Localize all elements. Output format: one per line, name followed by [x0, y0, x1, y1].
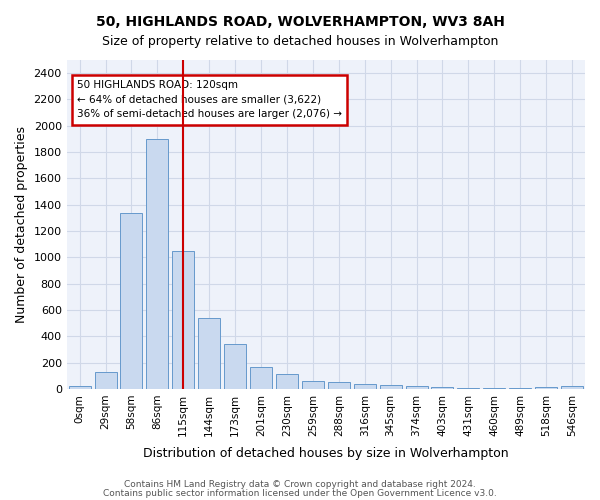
Bar [353, 384, 376, 389]
Bar [431, 387, 454, 389]
Bar [509, 388, 531, 389]
Bar [172, 252, 194, 389]
Bar [328, 382, 350, 389]
Bar [535, 387, 557, 389]
Bar [483, 388, 505, 389]
Bar [121, 212, 142, 389]
Bar [250, 366, 272, 389]
Bar [561, 386, 583, 389]
Text: Contains HM Land Registry data © Crown copyright and database right 2024.: Contains HM Land Registry data © Crown c… [124, 480, 476, 489]
Bar [380, 385, 401, 389]
Bar [95, 372, 116, 389]
Text: Contains public sector information licensed under the Open Government Licence v3: Contains public sector information licen… [103, 488, 497, 498]
X-axis label: Distribution of detached houses by size in Wolverhampton: Distribution of detached houses by size … [143, 447, 509, 460]
Text: Size of property relative to detached houses in Wolverhampton: Size of property relative to detached ho… [102, 35, 498, 48]
Bar [68, 386, 91, 389]
Text: 50, HIGHLANDS ROAD, WOLVERHAMPTON, WV3 8AH: 50, HIGHLANDS ROAD, WOLVERHAMPTON, WV3 8… [95, 15, 505, 29]
Bar [146, 139, 169, 389]
Y-axis label: Number of detached properties: Number of detached properties [15, 126, 28, 323]
Text: 50 HIGHLANDS ROAD: 120sqm
← 64% of detached houses are smaller (3,622)
36% of se: 50 HIGHLANDS ROAD: 120sqm ← 64% of detac… [77, 80, 342, 120]
Bar [276, 374, 298, 389]
Bar [224, 344, 246, 389]
Bar [198, 318, 220, 389]
Bar [406, 386, 428, 389]
Bar [302, 381, 324, 389]
Bar [457, 388, 479, 389]
